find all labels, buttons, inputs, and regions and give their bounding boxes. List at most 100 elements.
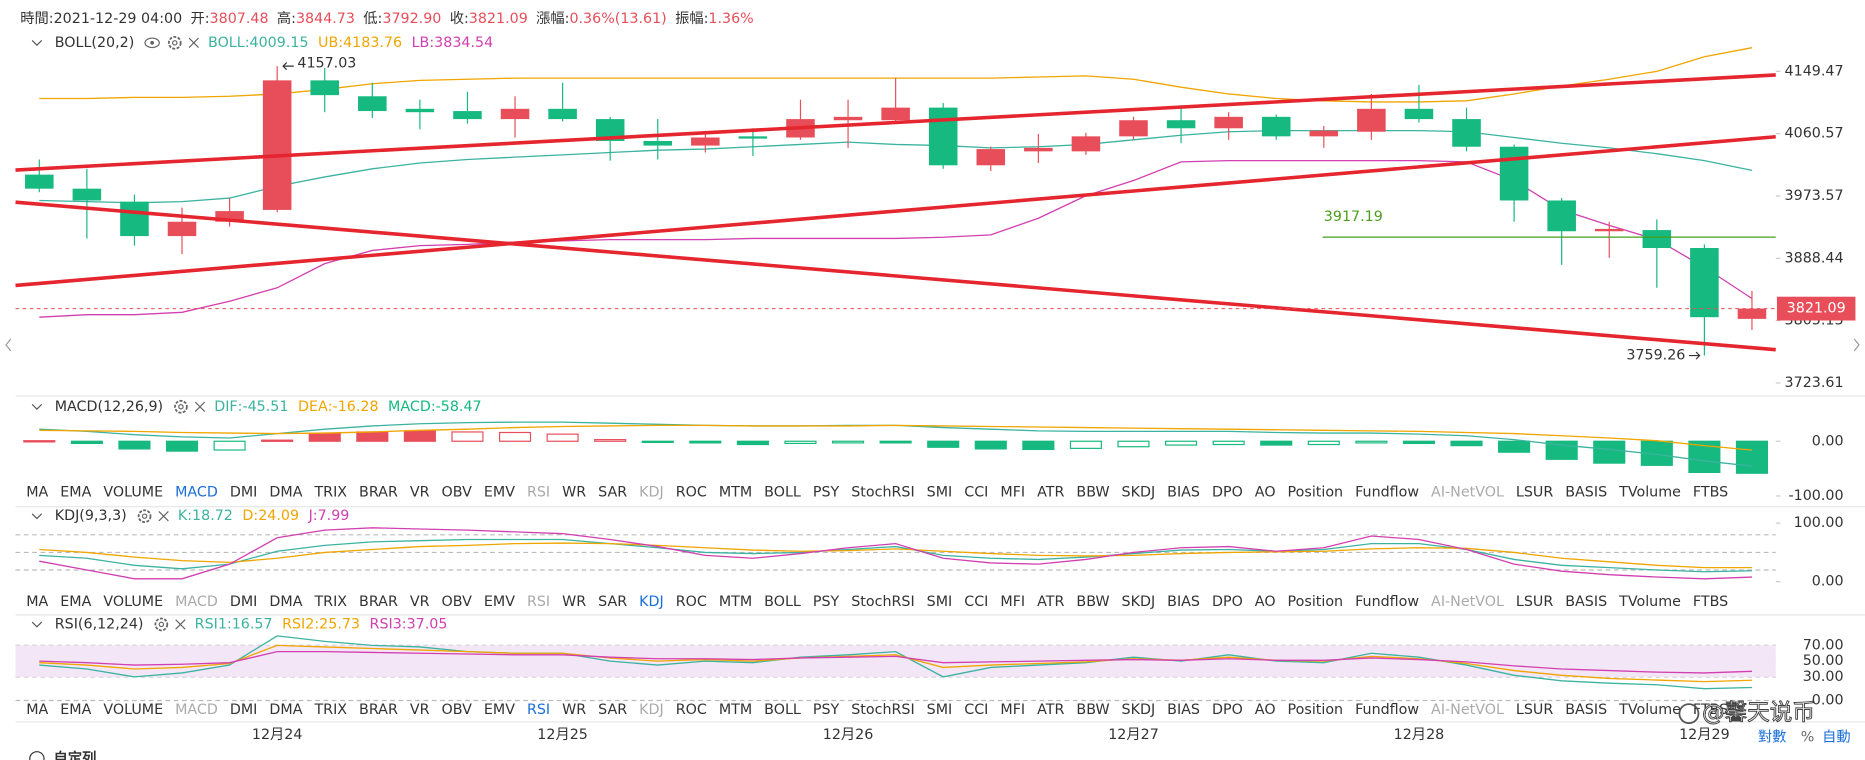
indicator-tab[interactable]: BRAR: [359, 702, 398, 718]
indicator-tab[interactable]: MACD: [175, 594, 218, 610]
indicator-tab[interactable]: DMI: [230, 702, 258, 718]
indicator-tab[interactable]: SKDJ: [1122, 702, 1156, 718]
indicator-tab[interactable]: BIAS: [1167, 594, 1200, 610]
scroll-left[interactable]: [5, 338, 12, 352]
indicator-tab[interactable]: BASIS: [1565, 702, 1607, 718]
indicator-tab[interactable]: VR: [410, 702, 430, 718]
indicator-tab[interactable]: PSY: [813, 702, 840, 718]
indicator-tab[interactable]: ATR: [1037, 702, 1064, 718]
indicator-tab[interactable]: CCI: [964, 484, 988, 500]
indicator-tab[interactable]: ROC: [676, 484, 707, 500]
indicator-tab[interactable]: BOLL: [764, 594, 801, 610]
indicator-tab[interactable]: Position: [1288, 702, 1344, 718]
indicator-tab[interactable]: FTBS: [1693, 702, 1728, 718]
indicator-tab[interactable]: TVolume: [1618, 484, 1681, 500]
indicator-tab[interactable]: WR: [562, 594, 586, 610]
indicator-tab[interactable]: MTM: [719, 594, 752, 610]
collapse-toggle[interactable]: [31, 621, 43, 628]
indicator-tab[interactable]: EMA: [60, 594, 91, 610]
indicator-tab[interactable]: BBW: [1076, 484, 1109, 500]
indicator-tab[interactable]: ROC: [676, 702, 707, 718]
indicator-tab[interactable]: BASIS: [1565, 594, 1607, 610]
indicator-tab[interactable]: SAR: [598, 484, 627, 500]
indicator-tab[interactable]: MA: [26, 484, 48, 500]
indicator-tab[interactable]: OBV: [442, 702, 473, 718]
indicator-tab[interactable]: Fundflow: [1355, 702, 1419, 718]
indicator-tab[interactable]: CCI: [964, 702, 988, 718]
indicator-tab[interactable]: WR: [562, 702, 586, 718]
indicator-tab[interactable]: TVolume: [1618, 702, 1681, 718]
close-icon[interactable]: [158, 511, 169, 522]
indicator-tab[interactable]: DPO: [1212, 484, 1243, 500]
indicator-tab[interactable]: AI-NetVOL: [1431, 702, 1504, 718]
indicator-tab[interactable]: Fundflow: [1355, 484, 1419, 500]
indicator-tab[interactable]: AI-NetVOL: [1431, 594, 1504, 610]
collapse-toggle[interactable]: [31, 513, 43, 520]
indicator-tab[interactable]: MFI: [1000, 594, 1025, 610]
visibility-icon[interactable]: [144, 37, 160, 49]
indicator-tab[interactable]: VOLUME: [103, 594, 163, 610]
settings-icon[interactable]: [167, 35, 182, 50]
indicator-tab[interactable]: MTM: [719, 702, 752, 718]
indicator-tab[interactable]: KDJ: [639, 702, 664, 718]
indicator-tab[interactable]: AI-NetVOL: [1431, 484, 1504, 500]
indicator-tab[interactable]: MFI: [1000, 702, 1025, 718]
indicator-tab[interactable]: ATR: [1037, 594, 1064, 610]
scale-mode[interactable]: %: [1801, 729, 1815, 745]
indicator-tab[interactable]: BBW: [1076, 594, 1109, 610]
indicator-tab[interactable]: MFI: [1000, 484, 1025, 500]
close-icon[interactable]: [194, 401, 206, 412]
indicator-tab[interactable]: FTBS: [1693, 484, 1728, 500]
indicator-tab[interactable]: FTBS: [1693, 594, 1728, 610]
indicator-tab[interactable]: VOLUME: [103, 702, 163, 718]
indicator-tab[interactable]: LSUR: [1516, 702, 1553, 718]
indicator-tab[interactable]: DMA: [269, 484, 302, 500]
indicator-tab[interactable]: VR: [410, 484, 430, 500]
indicator-tab[interactable]: ATR: [1037, 484, 1064, 500]
indicator-tab[interactable]: MACD: [175, 484, 218, 500]
indicator-tab[interactable]: WR: [562, 484, 586, 500]
indicator-tab[interactable]: MA: [26, 702, 48, 718]
indicator-tab[interactable]: Position: [1288, 594, 1344, 610]
indicator-tab[interactable]: SMI: [927, 702, 953, 718]
indicator-tab[interactable]: EMA: [60, 484, 91, 500]
scale-mode[interactable]: 自動: [1822, 728, 1851, 745]
indicator-tab[interactable]: MACD: [175, 702, 218, 718]
indicator-tab[interactable]: DPO: [1212, 702, 1243, 718]
indicator-tab[interactable]: KDJ: [639, 594, 664, 610]
indicator-tab[interactable]: EMV: [484, 594, 515, 610]
indicator-tab[interactable]: LSUR: [1516, 594, 1553, 610]
scroll-right[interactable]: [1853, 338, 1860, 352]
indicator-tab[interactable]: TRIX: [313, 484, 347, 500]
indicator-tab[interactable]: SAR: [598, 702, 627, 718]
indicator-tab[interactable]: RSI: [527, 702, 550, 718]
indicator-tab[interactable]: Position: [1288, 484, 1344, 500]
indicator-tab[interactable]: EMV: [484, 484, 515, 500]
collapse-toggle[interactable]: [31, 403, 43, 410]
indicator-tab[interactable]: BOLL: [764, 702, 801, 718]
settings-icon[interactable]: [154, 617, 169, 632]
indicator-tab[interactable]: KDJ: [639, 484, 664, 500]
indicator-tab[interactable]: BASIS: [1565, 484, 1607, 500]
indicator-tab[interactable]: CCI: [964, 594, 988, 610]
indicator-tab[interactable]: OBV: [442, 484, 473, 500]
indicator-tab[interactable]: DMI: [230, 594, 258, 610]
indicator-tab[interactable]: LSUR: [1516, 484, 1553, 500]
settings-icon[interactable]: [137, 509, 152, 524]
settings-icon[interactable]: [174, 399, 188, 414]
indicator-tab[interactable]: DPO: [1212, 594, 1243, 610]
indicator-tab[interactable]: StochRSI: [851, 702, 914, 718]
indicator-tab[interactable]: PSY: [813, 594, 840, 610]
indicator-tab[interactable]: BBW: [1076, 702, 1109, 718]
indicator-tab[interactable]: SKDJ: [1122, 484, 1156, 500]
close-icon[interactable]: [188, 37, 199, 48]
indicator-tab[interactable]: ROC: [676, 594, 707, 610]
close-icon[interactable]: [175, 619, 186, 630]
scale-mode[interactable]: 對數: [1758, 728, 1787, 745]
indicator-tab[interactable]: SMI: [927, 484, 953, 500]
indicator-tab[interactable]: AO: [1255, 484, 1276, 500]
indicator-tab[interactable]: EMA: [60, 702, 91, 718]
custom-columns[interactable]: 自定列: [54, 749, 97, 760]
indicator-tab[interactable]: PSY: [813, 484, 840, 500]
collapse-toggle[interactable]: [31, 40, 43, 47]
